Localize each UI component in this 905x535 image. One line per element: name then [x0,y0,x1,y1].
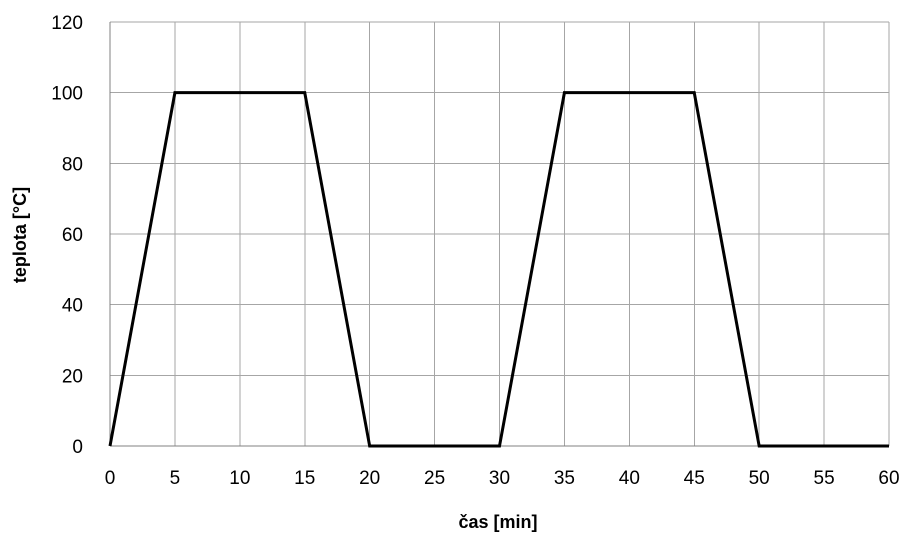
x-tick-label: 35 [554,468,575,489]
x-axis-title: čas [min] [458,512,537,532]
x-tick-labels: 0 5 10 15 20 25 30 35 40 45 50 55 60 [105,468,900,489]
y-tick-labels: 0 20 40 60 80 100 120 [51,13,83,458]
y-tick-label: 80 [62,154,83,175]
y-tick-label: 120 [51,13,83,34]
x-tick-label: 15 [294,468,315,489]
y-axis-title: teplota [°C] [10,187,30,283]
y-tick-label: 60 [62,225,83,246]
y-tick-label: 0 [72,437,83,458]
x-tick-label: 60 [878,468,899,489]
x-tick-label: 55 [814,468,835,489]
x-tick-label: 50 [749,468,770,489]
y-tick-label: 100 [51,84,83,105]
x-tick-label: 45 [684,468,705,489]
x-tick-label: 10 [229,468,250,489]
series-group [108,91,889,448]
x-tick-label: 20 [359,468,380,489]
y-tick-label: 40 [62,296,83,317]
series-line [108,91,889,448]
y-tick-label: 20 [62,366,83,387]
x-tick-label: 0 [105,468,116,489]
x-tick-label: 5 [170,468,181,489]
x-tick-label: 30 [489,468,510,489]
x-tick-label: 25 [424,468,445,489]
x-tick-label: 40 [619,468,640,489]
